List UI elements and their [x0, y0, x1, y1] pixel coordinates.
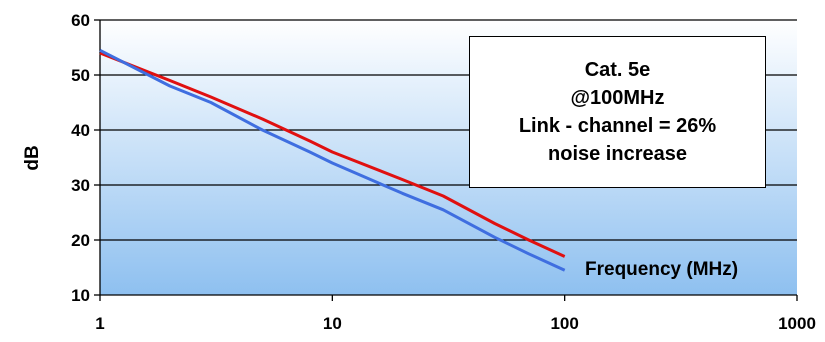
red-series-line: [99, 51, 566, 258]
y-axis-label: dB: [22, 145, 43, 170]
y-tick-label-10: 10: [71, 286, 90, 305]
annotation-line-2: @100MHz: [570, 87, 665, 109]
x-axis-label: Frequency (MHz): [585, 259, 738, 280]
y-tick-label-40: 40: [71, 121, 90, 140]
annotation-box: Cat. 5e @100MHz Link - channel = 26% noi…: [469, 36, 766, 188]
x-tick-label-10: 10: [323, 314, 342, 333]
x-tick-label-1000: 1000: [778, 314, 816, 333]
y-tick-label-60: 60: [71, 11, 90, 30]
annotation-line-4: noise increase: [548, 143, 687, 165]
y-tick-label-50: 50: [71, 66, 90, 85]
x-tick-label-1: 1: [95, 314, 104, 333]
blue-series-line: [99, 48, 566, 272]
y-tick-label-30: 30: [71, 176, 90, 195]
y-tick-label-20: 20: [71, 231, 90, 250]
x-tick-label-100: 100: [550, 314, 578, 333]
annotation-line-1: Cat. 5e: [584, 59, 651, 81]
annotation-line-3: Link - channel = 26%: [518, 115, 717, 137]
